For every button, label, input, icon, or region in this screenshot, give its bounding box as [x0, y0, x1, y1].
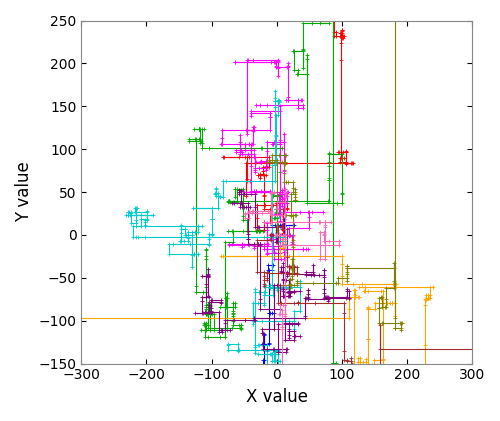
Y-axis label: Y value: Y value: [15, 162, 33, 222]
X-axis label: X value: X value: [246, 388, 308, 406]
